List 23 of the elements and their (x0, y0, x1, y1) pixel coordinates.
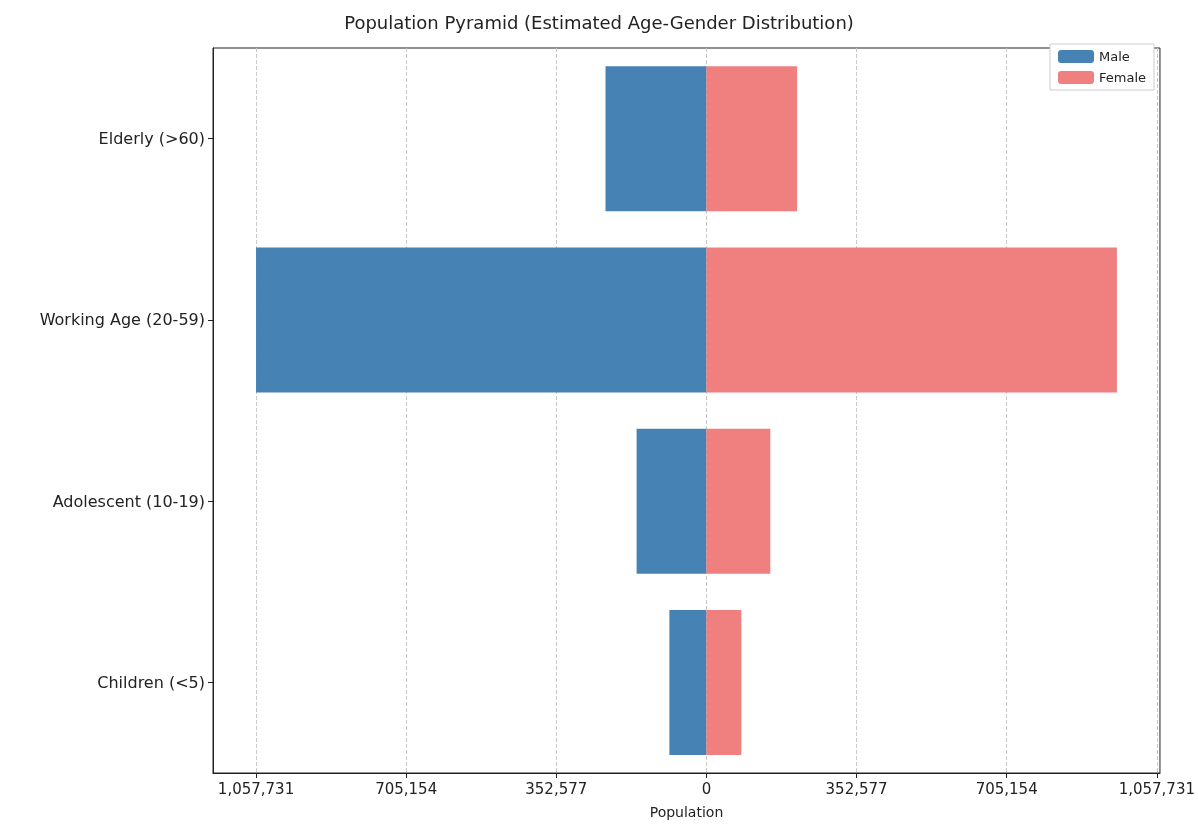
x-tick-label: 352,577 (825, 779, 888, 798)
x-tick-label: 705,154 (375, 779, 438, 798)
x-tick-label: 0 (701, 779, 712, 798)
bar (706, 66, 798, 212)
x-tick-label: 1,057,731 (217, 779, 295, 798)
x-tick-label: 705,154 (975, 779, 1038, 798)
y-tick-label: Working Age (20-59) (39, 310, 205, 330)
bar (256, 247, 707, 393)
bar (706, 247, 1117, 393)
legend-label: Female (1099, 70, 1147, 85)
y-tick-label: Elderly (>60) (98, 129, 205, 149)
bar (706, 609, 742, 755)
x-tick-label: 1,057,731 (1118, 779, 1195, 798)
x-axis-title: Population (649, 804, 724, 820)
chart-title: Population Pyramid (Estimated Age-Gender Distribution) (344, 11, 854, 33)
y-tick-label: Children (<5) (97, 672, 205, 692)
bar (669, 609, 707, 755)
bar (636, 428, 707, 574)
x-tick-label: 352,577 (525, 779, 588, 798)
bar (605, 66, 707, 212)
legend-label: Male (1099, 49, 1130, 64)
y-tick-label: Adolescent (10-19) (52, 491, 205, 511)
bar (706, 428, 771, 574)
